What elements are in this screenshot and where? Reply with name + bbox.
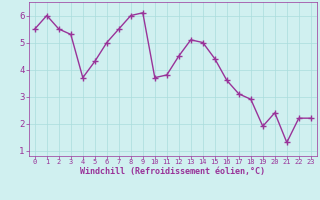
- X-axis label: Windchill (Refroidissement éolien,°C): Windchill (Refroidissement éolien,°C): [80, 167, 265, 176]
